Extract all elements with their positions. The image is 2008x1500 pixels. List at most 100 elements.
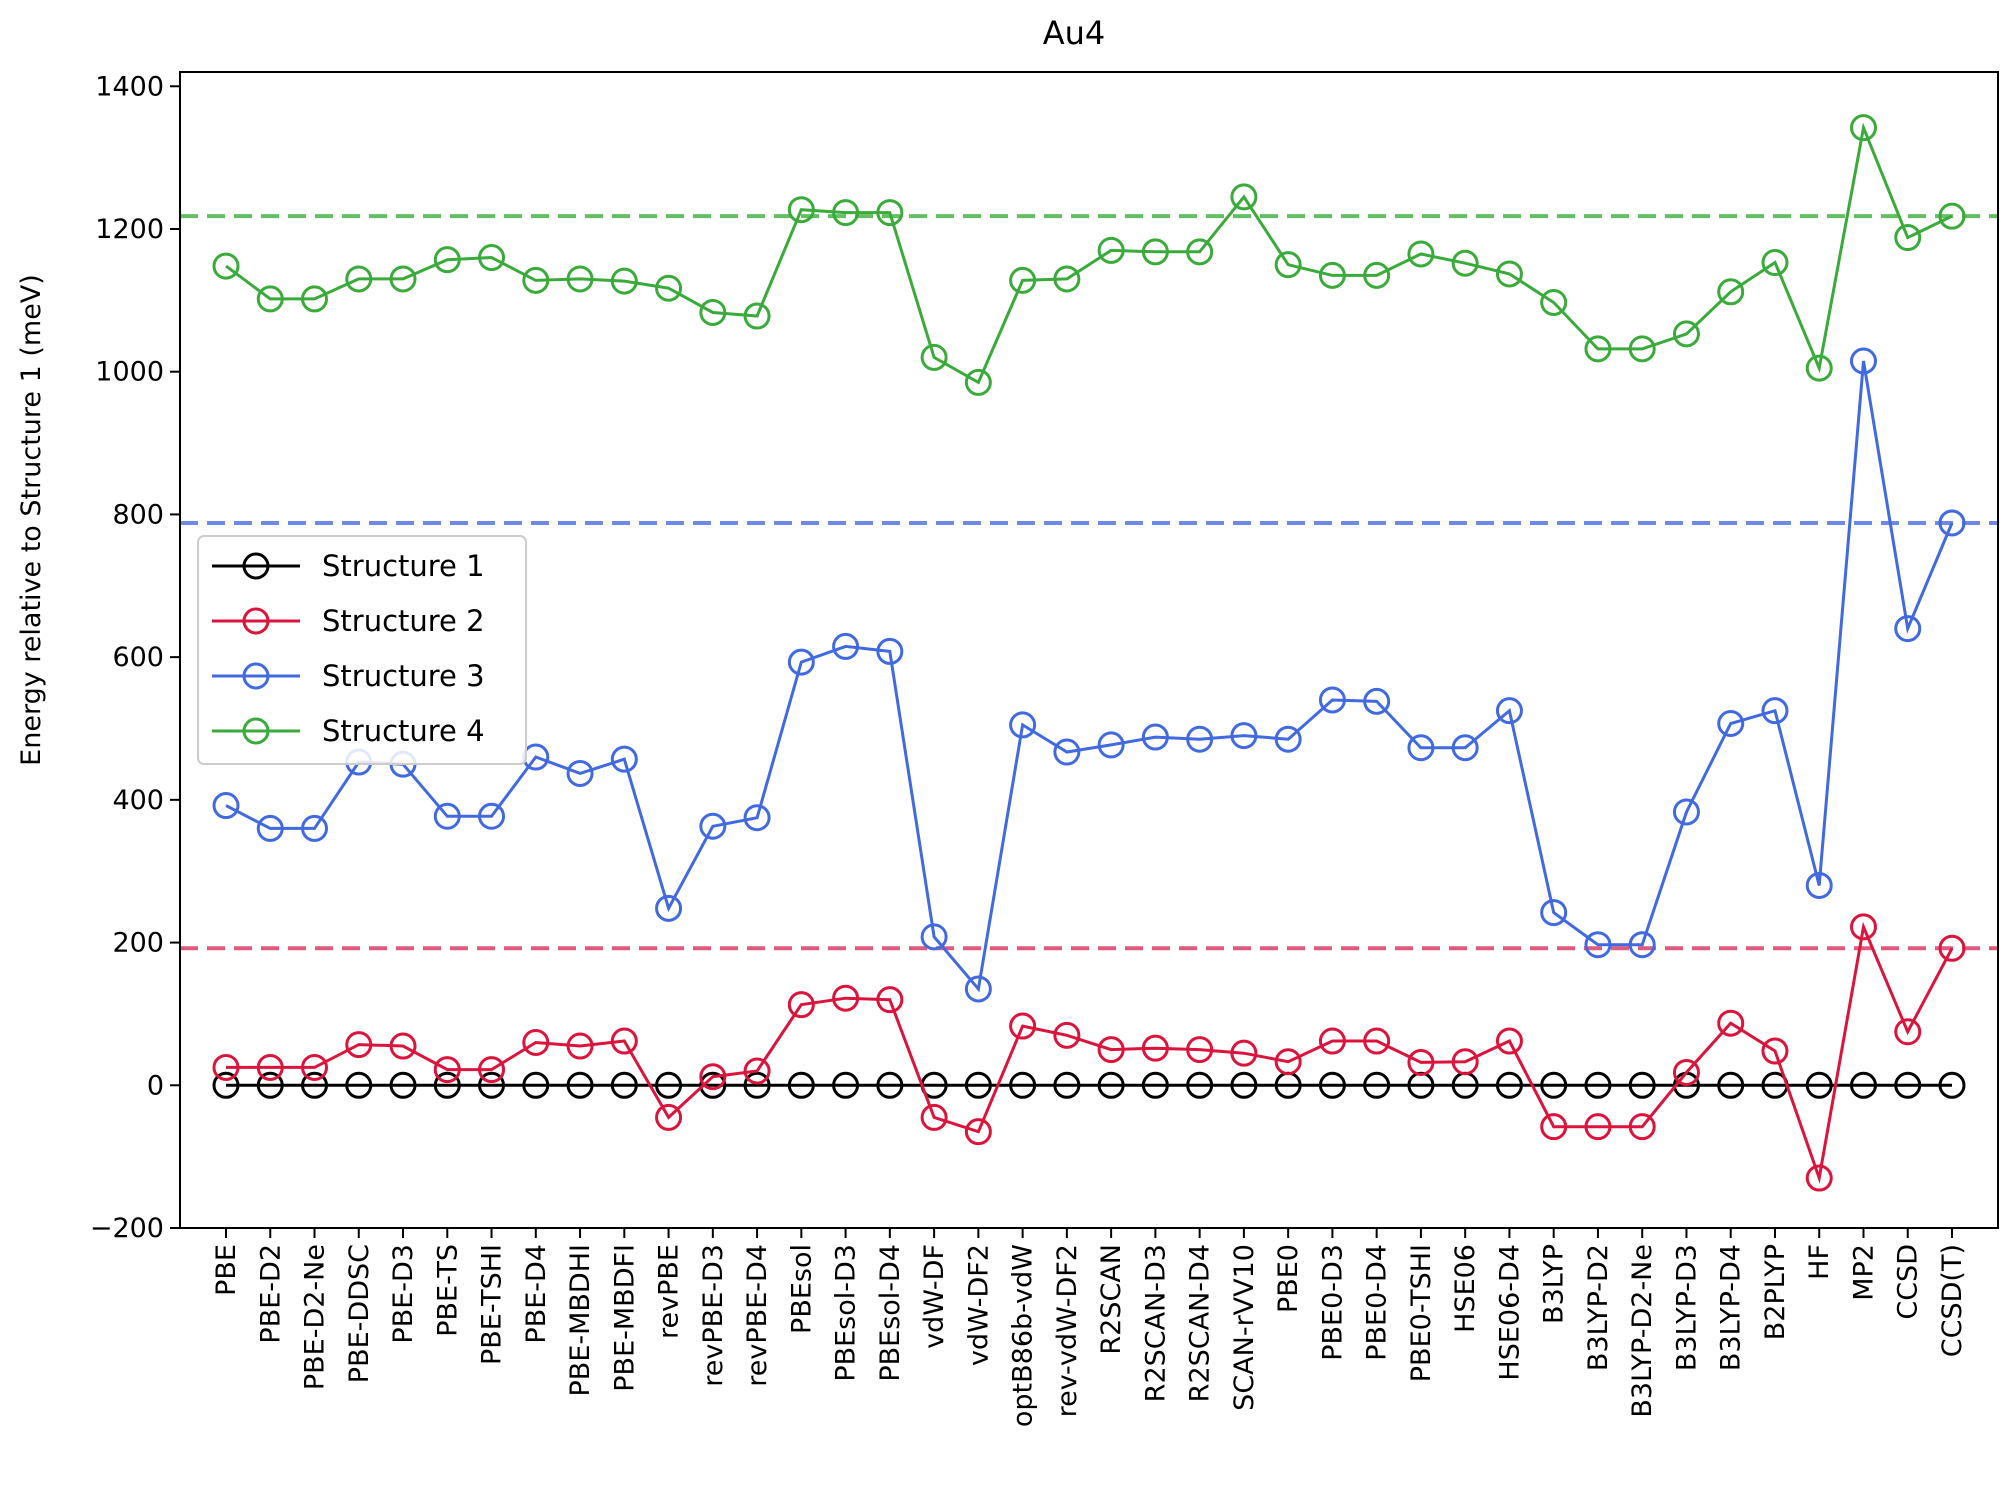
series-3 xyxy=(212,347,1966,1003)
data-point xyxy=(478,1056,506,1084)
data-point xyxy=(1097,1071,1125,1099)
data-point xyxy=(1141,723,1169,751)
data-point xyxy=(1628,1113,1656,1141)
data-point xyxy=(1540,1113,1568,1141)
legend-marker xyxy=(242,552,270,580)
x-tick-label: optB86b-vdW xyxy=(1008,1244,1039,1427)
x-tick-label: PBE xyxy=(211,1244,242,1296)
data-point xyxy=(1628,1071,1656,1099)
x-tick-label: B2PLYP xyxy=(1760,1244,1791,1340)
data-point xyxy=(787,991,815,1019)
data-point xyxy=(1407,240,1435,268)
x-tick-label: B3LYP-D4 xyxy=(1716,1244,1747,1371)
x-tick-label: PBE-D4 xyxy=(521,1244,552,1344)
y-tick-label: 0 xyxy=(147,1070,164,1101)
y-axis-ticks: −200 0 200 400 600 800 1000 1200 1400 xyxy=(90,71,180,1244)
legend-item: Structure 1 xyxy=(212,549,485,583)
data-point xyxy=(1053,265,1081,293)
data-point xyxy=(1805,1164,1833,1192)
data-point xyxy=(1318,261,1346,289)
x-tick-label: R2SCAN-D4 xyxy=(1185,1244,1216,1402)
legend: Structure 1 Structure 2 Structure 3 Structu… xyxy=(197,535,527,765)
data-point xyxy=(256,1071,284,1099)
data-point xyxy=(1495,260,1523,288)
data-point xyxy=(876,1071,904,1099)
x-tick-label: PBE-TS xyxy=(432,1244,463,1337)
data-point xyxy=(699,298,727,326)
x-tick-label: PBE-D2-Ne xyxy=(300,1244,331,1390)
data-point xyxy=(1540,288,1568,316)
series-2 xyxy=(212,913,1966,1192)
data-point xyxy=(699,1071,727,1099)
data-point xyxy=(1628,335,1656,363)
data-point xyxy=(1849,1071,1877,1099)
data-point xyxy=(1097,1036,1125,1064)
chart-title: Au4 xyxy=(1043,14,1106,52)
x-tick-label: PBE0 xyxy=(1273,1244,1304,1313)
data-point xyxy=(1186,238,1214,266)
data-point xyxy=(1938,202,1966,230)
data-point xyxy=(1495,1071,1523,1099)
x-tick-label: HSE06 xyxy=(1450,1244,1481,1333)
data-point xyxy=(389,265,417,293)
x-tick-label: PBE-TSHI xyxy=(477,1244,508,1365)
data-point xyxy=(1584,335,1612,363)
x-tick-label: B3LYP-D2-Ne xyxy=(1627,1244,1658,1418)
data-point xyxy=(920,343,948,371)
data-point xyxy=(1584,1071,1612,1099)
data-point xyxy=(1363,261,1391,289)
data-point xyxy=(1761,697,1789,725)
data-point xyxy=(256,1053,284,1081)
data-point xyxy=(610,1027,638,1055)
data-point xyxy=(256,814,284,842)
data-point xyxy=(1097,731,1125,759)
series-4 xyxy=(212,114,1966,396)
data-point xyxy=(1097,236,1125,264)
x-tick-label: HF xyxy=(1804,1244,1835,1280)
data-point xyxy=(610,745,638,773)
data-point xyxy=(743,1071,771,1099)
data-point xyxy=(964,368,992,396)
legend-marker xyxy=(242,717,270,745)
data-point xyxy=(566,1032,594,1060)
data-point xyxy=(1009,1012,1037,1040)
data-point xyxy=(478,802,506,830)
data-point xyxy=(1363,1027,1391,1055)
data-point xyxy=(1717,1071,1745,1099)
data-point xyxy=(699,812,727,840)
legend-label: Structure 4 xyxy=(322,714,485,748)
data-point xyxy=(1540,899,1568,927)
data-point xyxy=(1318,1071,1346,1099)
x-tick-label: revPBE-D3 xyxy=(698,1244,729,1387)
data-point xyxy=(1186,1071,1214,1099)
data-point xyxy=(920,1103,948,1131)
data-point xyxy=(1584,931,1612,959)
data-point xyxy=(345,1071,373,1099)
data-point xyxy=(1805,354,1833,382)
data-point xyxy=(1230,1071,1258,1099)
x-tick-label: CCSD xyxy=(1893,1244,1924,1320)
x-tick-label: vdW-DF xyxy=(919,1244,950,1349)
data-point xyxy=(566,265,594,293)
y-tick-label: 400 xyxy=(112,785,164,816)
y-tick-label: 800 xyxy=(112,499,164,530)
data-point xyxy=(743,1057,771,1085)
data-point xyxy=(389,1032,417,1060)
data-point xyxy=(1053,1021,1081,1049)
data-point xyxy=(212,1053,240,1081)
data-point xyxy=(1053,1071,1081,1099)
data-point xyxy=(1717,1009,1745,1037)
x-tick-label: PBEsol xyxy=(786,1244,817,1334)
data-point xyxy=(433,246,461,274)
x-tick-label: CCSD(T) xyxy=(1937,1244,1968,1357)
data-point xyxy=(566,1071,594,1099)
data-point xyxy=(1274,251,1302,279)
data-point xyxy=(964,975,992,1003)
data-point xyxy=(478,1071,506,1099)
data-point xyxy=(832,984,860,1012)
x-tick-label: PBE0-TSHI xyxy=(1406,1244,1437,1382)
data-point xyxy=(787,196,815,224)
data-point xyxy=(1009,1071,1037,1099)
data-point xyxy=(787,1071,815,1099)
series-line xyxy=(226,921,1954,1184)
